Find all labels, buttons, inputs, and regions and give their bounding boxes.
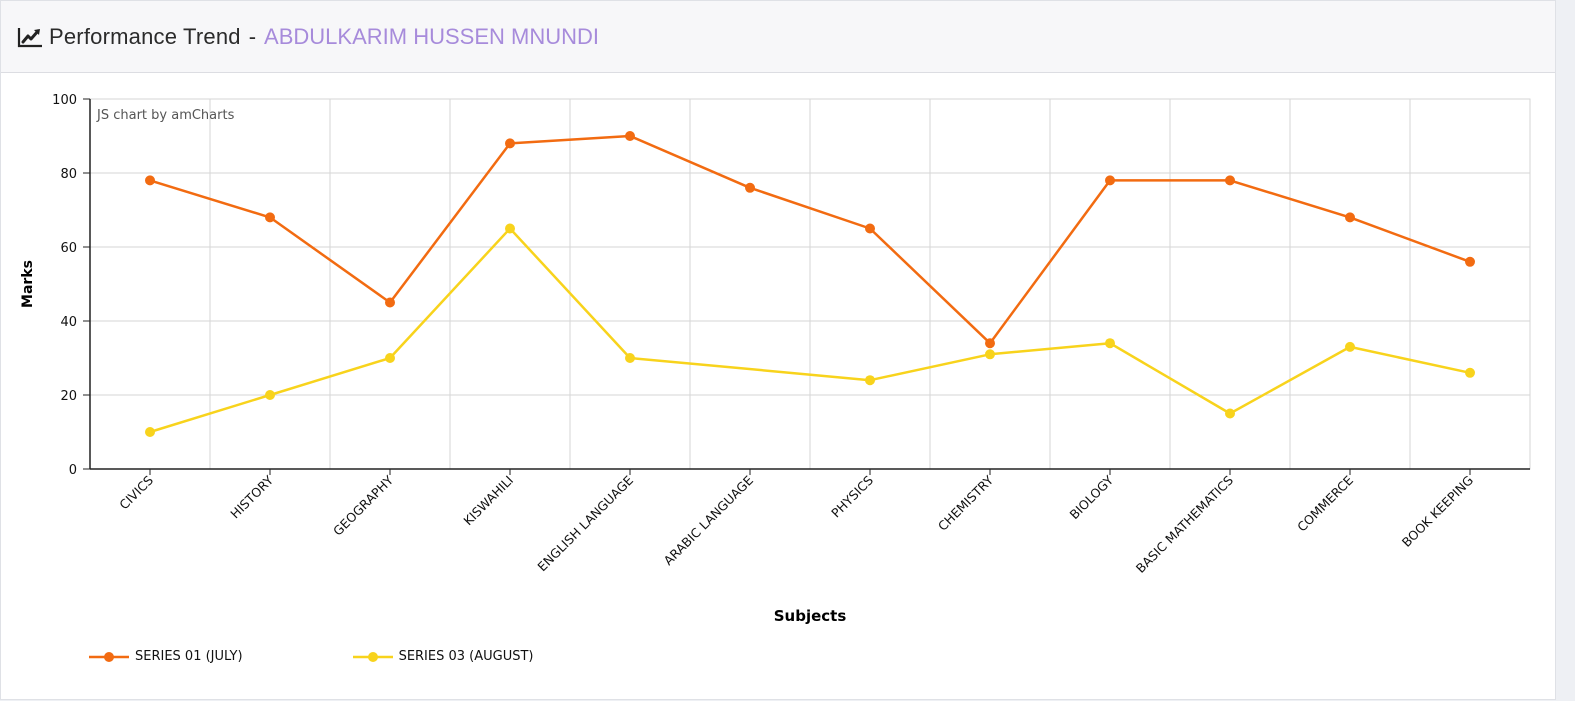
data-point[interactable]	[265, 212, 275, 223]
data-point[interactable]	[865, 223, 875, 234]
x-tick-label: BOOK KEEPING	[1399, 473, 1476, 550]
x-axis-title: Subjects	[774, 607, 847, 625]
y-tick-label: 0	[69, 463, 77, 478]
x-tick-label: HISTORY	[227, 472, 276, 521]
line-chart-icon	[17, 26, 43, 48]
legend-label: SERIES 01 (JULY)	[135, 649, 243, 664]
data-point[interactable]	[985, 349, 995, 360]
x-tick-label: BIOLOGY	[1067, 472, 1117, 522]
x-tick-label: GEOGRAPHY	[330, 472, 396, 538]
data-point[interactable]	[985, 338, 995, 349]
data-point[interactable]	[505, 223, 515, 234]
x-tick-label: PHYSICS	[828, 472, 876, 520]
y-tick-label: 60	[60, 241, 77, 256]
chart-container: 0 20 40 60 80 100 CIVICS HISTORY GEOGRAPHY KISWAH…	[1, 73, 1557, 697]
x-tick-label: KISWAHILI	[460, 473, 516, 529]
amcharts-watermark: JS chart by amCharts	[96, 108, 235, 123]
title-separator: -	[248, 23, 257, 49]
x-tick-label: ARABIC LANGUAGE	[661, 472, 757, 568]
data-point[interactable]	[385, 353, 395, 363]
x-tick-label: CIVICS	[116, 472, 156, 512]
data-point[interactable]	[145, 175, 155, 186]
data-point[interactable]	[505, 138, 515, 149]
page-title: Performance Trend	[49, 23, 241, 49]
data-point[interactable]	[625, 131, 635, 141]
data-point[interactable]	[145, 427, 155, 437]
data-point[interactable]	[625, 353, 635, 363]
series-line-1	[149, 134, 1471, 345]
x-tick-label: CHEMISTRY	[935, 472, 996, 533]
data-point[interactable]	[1105, 175, 1115, 186]
data-point[interactable]	[865, 375, 875, 386]
student-name: ABDULKARIM HUSSEN MNUNDI	[264, 23, 599, 49]
legend-marker-icon	[89, 651, 129, 662]
data-point[interactable]	[1225, 175, 1235, 186]
page-scrollbar[interactable]	[1563, 0, 1575, 696]
data-point[interactable]	[1465, 256, 1475, 267]
legend-marker-icon	[352, 651, 393, 662]
y-axis-title: Marks	[20, 260, 36, 308]
legend-label: SERIES 03 (AUGUST)	[398, 649, 534, 664]
data-point[interactable]	[265, 390, 275, 400]
chart-legend: SERIES 01 (JULY) SERIES 03 (AUGUST)	[89, 649, 534, 664]
y-tick-label: 80	[60, 167, 77, 182]
data-point[interactable]	[1225, 408, 1235, 419]
data-point[interactable]	[1345, 212, 1355, 223]
line-chart: 0 20 40 60 80 100 CIVICS HISTORY GEOGRAPHY KISWAH…	[20, 93, 1531, 625]
y-tick-label: 100	[52, 93, 77, 108]
data-point[interactable]	[1465, 367, 1475, 378]
data-point[interactable]	[1105, 338, 1115, 349]
y-tick-label: 40	[60, 315, 77, 330]
data-point[interactable]	[1345, 341, 1355, 352]
legend-item-august[interactable]: SERIES 03 (AUGUST)	[352, 649, 534, 664]
legend-item-july[interactable]: SERIES 01 (JULY)	[89, 649, 243, 664]
data-point[interactable]	[745, 182, 755, 193]
y-tick-label: 20	[60, 389, 77, 404]
x-tick-label: BASIC MATHEMATICS	[1133, 472, 1236, 575]
x-tick-label: COMMERCE	[1294, 472, 1356, 534]
data-point[interactable]	[385, 297, 395, 308]
card-header: Performance Trend - ABDULKARIM HUSSEN MN…	[1, 1, 1555, 73]
x-tick-label: ENGLISH LANGUAGE	[534, 472, 636, 574]
